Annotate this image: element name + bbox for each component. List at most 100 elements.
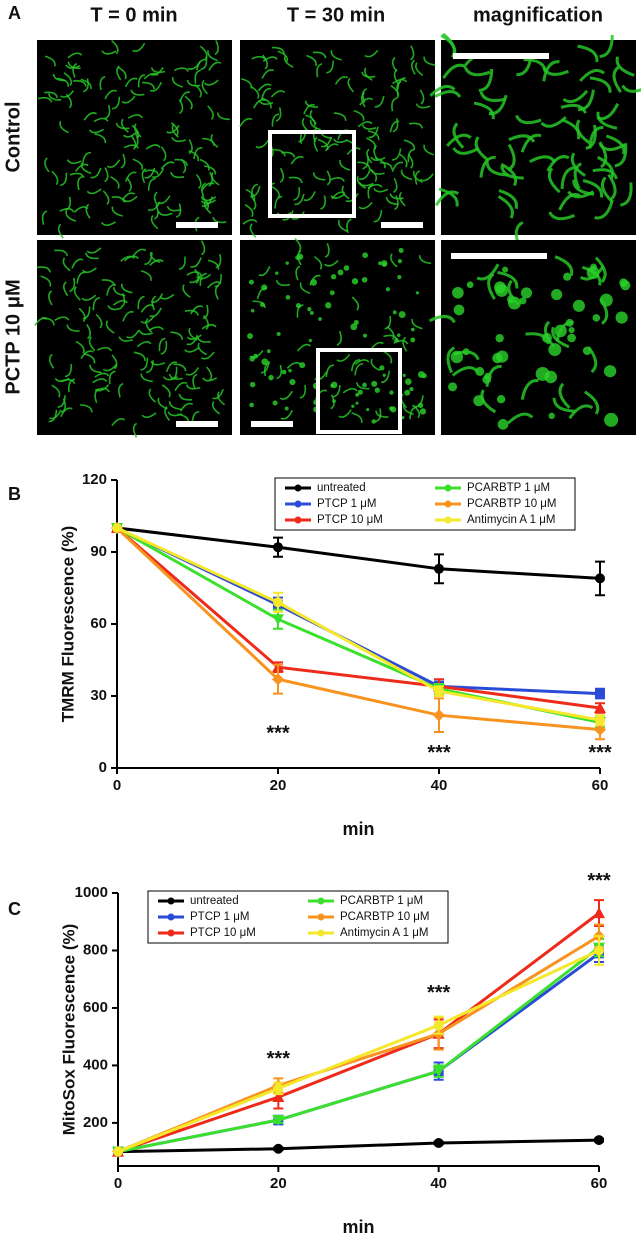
column-header: T = 0 min [90, 4, 177, 26]
mitochondrion [111, 354, 118, 370]
mitochondrion [205, 366, 213, 382]
mitochondrion [389, 406, 394, 411]
mitochondrion [357, 121, 373, 128]
mitochondrion [350, 323, 358, 331]
mitochondrion [184, 347, 200, 353]
mitochondrion [153, 191, 159, 207]
x-tick-label: 20 [270, 777, 287, 794]
mitochondrion [345, 193, 359, 203]
mitochondrion [337, 219, 348, 233]
mitochondrion [370, 358, 381, 372]
mitochondrion [367, 130, 380, 141]
mitochondrion [188, 327, 198, 341]
mitochondrion [299, 362, 306, 369]
mitochondrion [362, 252, 369, 259]
mitochondrion [51, 170, 59, 186]
mitochondrion [357, 389, 363, 395]
mitochondrion [270, 90, 286, 98]
mitochondrion [118, 382, 124, 398]
mitochondrion [244, 203, 254, 218]
mitochondrion [190, 257, 202, 268]
mitochondrion [303, 191, 316, 202]
mitochondrion [242, 219, 258, 225]
mitochondrion [351, 278, 359, 285]
mitochondrion [375, 157, 386, 169]
mitochondrion [594, 199, 614, 220]
mitochondrion [401, 416, 405, 420]
mitochondrion [405, 378, 412, 385]
mitochondrion [178, 256, 186, 271]
legend-label: Antimycin A 1 μM [340, 927, 428, 939]
mitochondrion [271, 113, 280, 127]
mitochondrion [59, 90, 75, 98]
mitochondrion [560, 103, 587, 114]
mitochondrion [403, 139, 416, 151]
mitochondrion [44, 91, 59, 99]
mitochondrion [515, 114, 542, 125]
mitochondrion [370, 156, 386, 162]
mitochondrion [288, 176, 303, 184]
mitochondrion [355, 401, 359, 405]
mitochondrion [347, 77, 355, 93]
mitochondrion [543, 320, 555, 348]
mitochondrion [249, 402, 254, 408]
mitochondrion [207, 50, 218, 62]
mitochondrion [124, 77, 138, 88]
mitochondrion [402, 336, 408, 352]
marker [112, 523, 122, 533]
mitochondrion [599, 34, 614, 58]
mitochondrion [142, 81, 156, 90]
mitochondrion [132, 422, 138, 438]
mitochondrion [94, 372, 110, 378]
legend-marker [317, 929, 325, 937]
mitochondrion [126, 329, 140, 339]
mitochondrion [140, 357, 149, 371]
mitochondrion [54, 316, 70, 321]
mitochondrion [189, 273, 202, 284]
mitochondrion [324, 143, 339, 152]
marker [272, 673, 284, 686]
mitochondrion [85, 252, 99, 260]
mitochondrion [89, 364, 102, 374]
mitochondrion [145, 144, 161, 150]
mitochondrion [140, 373, 153, 383]
mitochondrion [404, 389, 411, 396]
mitochondrion [67, 52, 83, 59]
mitochondrion [329, 290, 335, 296]
mitochondrion [281, 369, 287, 375]
mitochondrion [197, 342, 208, 356]
mitochondrion [276, 332, 281, 337]
mitochondrion [208, 61, 222, 71]
mitochondrion [173, 67, 190, 72]
mitochondrion [520, 379, 539, 400]
mitochondrion [620, 182, 633, 207]
mitochondrion [563, 272, 572, 281]
mitochondrion [151, 167, 165, 178]
mitochondrion [166, 205, 182, 212]
mitochondrion [621, 84, 641, 93]
mitochondrion [207, 259, 220, 270]
mitochondrion [132, 158, 144, 171]
mitochondrion [212, 216, 227, 224]
mitochondrion [108, 370, 116, 385]
x-tick-label: 60 [591, 1175, 608, 1192]
mitochondrion [393, 195, 399, 211]
y-tick-label: 90 [90, 543, 107, 560]
mitochondrion [589, 76, 612, 93]
mitochondrion [130, 89, 145, 96]
mitochondrion [333, 138, 349, 144]
mitochondrion [239, 117, 253, 127]
scale-bar [451, 253, 547, 259]
mitochondrion [121, 95, 136, 104]
mitochondrion [480, 389, 497, 414]
mitochondrion [174, 381, 188, 392]
mitochondrion [275, 271, 279, 275]
mitochondrion [392, 310, 397, 315]
mitochondrion [171, 76, 184, 88]
mitochondrion [127, 114, 143, 119]
mitochondrion [358, 201, 373, 210]
mitochondrion [448, 382, 458, 392]
mitochondrion [324, 259, 339, 267]
mitochondrion [263, 362, 271, 377]
mitochondrion [158, 337, 166, 352]
